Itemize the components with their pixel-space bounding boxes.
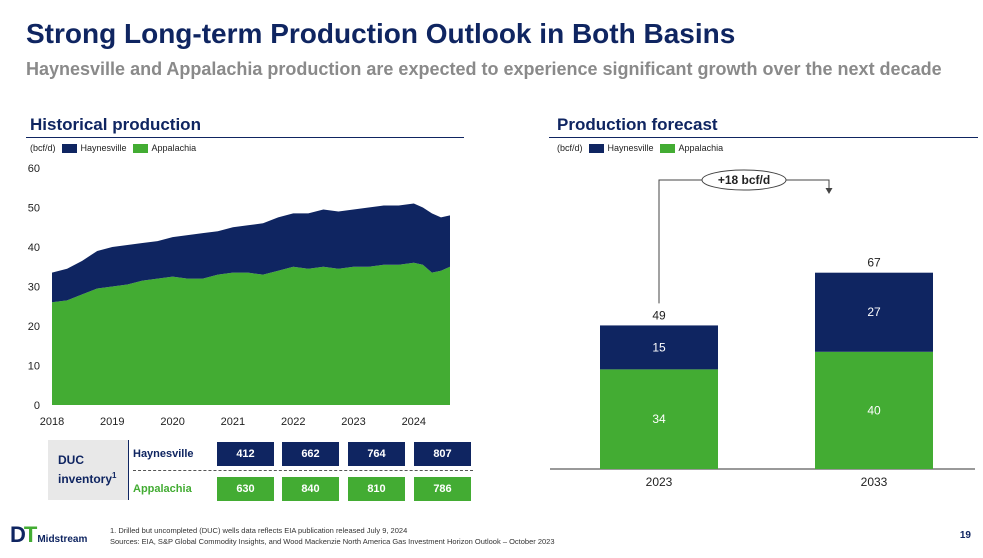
- page-subtitle: Haynesville and Appalachia production ar…: [26, 58, 966, 80]
- logo-mark-t: T: [24, 522, 35, 547]
- historical-production-title: Historical production: [30, 115, 201, 135]
- page-number: 19: [960, 530, 971, 541]
- y-tick-label: 20: [28, 321, 40, 333]
- duc-label-text: inventory: [58, 472, 112, 486]
- duc-cell: 810: [348, 477, 405, 501]
- duc-cell: 412: [217, 442, 274, 466]
- legend-appalachia-swatch: [660, 144, 675, 153]
- production-forecast-title: Production forecast: [557, 115, 718, 135]
- historical-production-chart: 0 10 20 30 40 50 60 2018 2019 2020 2021 2022 2023 202…: [0, 150, 470, 435]
- logo-mark-d: D: [10, 522, 24, 547]
- page-title: Strong Long-term Production Outlook in B…: [26, 18, 735, 50]
- duc-row-separator: [133, 470, 473, 471]
- y-tick-label: 40: [28, 242, 40, 254]
- legend-unit: (bcf/d): [557, 143, 583, 153]
- duc-cell: 786: [414, 477, 471, 501]
- historical-title-rule: [26, 137, 464, 138]
- y-tick-label: 10: [28, 361, 40, 373]
- duc-label-line1: DUC: [58, 453, 128, 468]
- x-tick-label: 2024: [402, 416, 426, 428]
- x-tick-label: 2023: [341, 416, 365, 428]
- footnote-duc: 1. Drilled but uncompleted (DUC) wells d…: [110, 526, 407, 535]
- bar-total-label: 67: [867, 256, 881, 270]
- duc-inventory-label: DUC inventory1: [48, 440, 128, 500]
- x-tick-label: 2023: [646, 475, 673, 489]
- x-tick-label: 2020: [160, 416, 184, 428]
- duc-cell: 630: [217, 477, 274, 501]
- bar-total-label: 49: [652, 308, 666, 322]
- bar-value-label: 34: [652, 412, 666, 426]
- duc-cell: 764: [348, 442, 405, 466]
- duc-cell: 807: [414, 442, 471, 466]
- duc-label-footnote-marker: 1: [112, 471, 116, 480]
- growth-arrowhead: [826, 188, 833, 194]
- logo-mark: DT: [10, 524, 35, 546]
- x-tick-label: 2022: [281, 416, 305, 428]
- forecast-title-rule: [549, 137, 978, 138]
- duc-cell: 662: [282, 442, 339, 466]
- production-forecast-chart: 34 15 49 2023 40 27 67 2033 +18 bcf/d: [545, 160, 980, 500]
- growth-bracket: [659, 180, 829, 303]
- y-tick-label: 30: [28, 282, 40, 294]
- dt-midstream-logo: DT Midstream: [10, 524, 87, 546]
- bar-value-label: 15: [652, 340, 666, 354]
- x-tick-label: 2033: [861, 475, 888, 489]
- forecast-legend: (bcf/d) Haynesville Appalachia: [557, 143, 723, 153]
- footnote-sources: Sources: EIA, S&P Global Commodity Insig…: [110, 537, 555, 546]
- growth-callout-label: +18 bcf/d: [718, 173, 770, 187]
- y-tick-label: 50: [28, 203, 40, 215]
- legend-appalachia-label: Appalachia: [679, 143, 724, 153]
- x-tick-label: 2019: [100, 416, 124, 428]
- duc-row-label-appalachia: Appalachia: [133, 476, 213, 502]
- legend-haynesville-label: Haynesville: [608, 143, 654, 153]
- duc-divider: [128, 440, 129, 500]
- duc-cell: 840: [282, 477, 339, 501]
- x-tick-label: 2018: [40, 416, 64, 428]
- y-tick-label: 0: [34, 400, 40, 412]
- bar-value-label: 27: [867, 305, 881, 319]
- bar-value-label: 40: [867, 403, 881, 417]
- legend-haynesville-swatch: [589, 144, 604, 153]
- x-tick-label: 2021: [221, 416, 245, 428]
- duc-row-label-haynesville: Haynesville: [133, 441, 213, 467]
- y-tick-label: 60: [28, 163, 40, 175]
- duc-label-line2: inventory1: [58, 468, 128, 487]
- logo-wordmark: Midstream: [37, 534, 87, 546]
